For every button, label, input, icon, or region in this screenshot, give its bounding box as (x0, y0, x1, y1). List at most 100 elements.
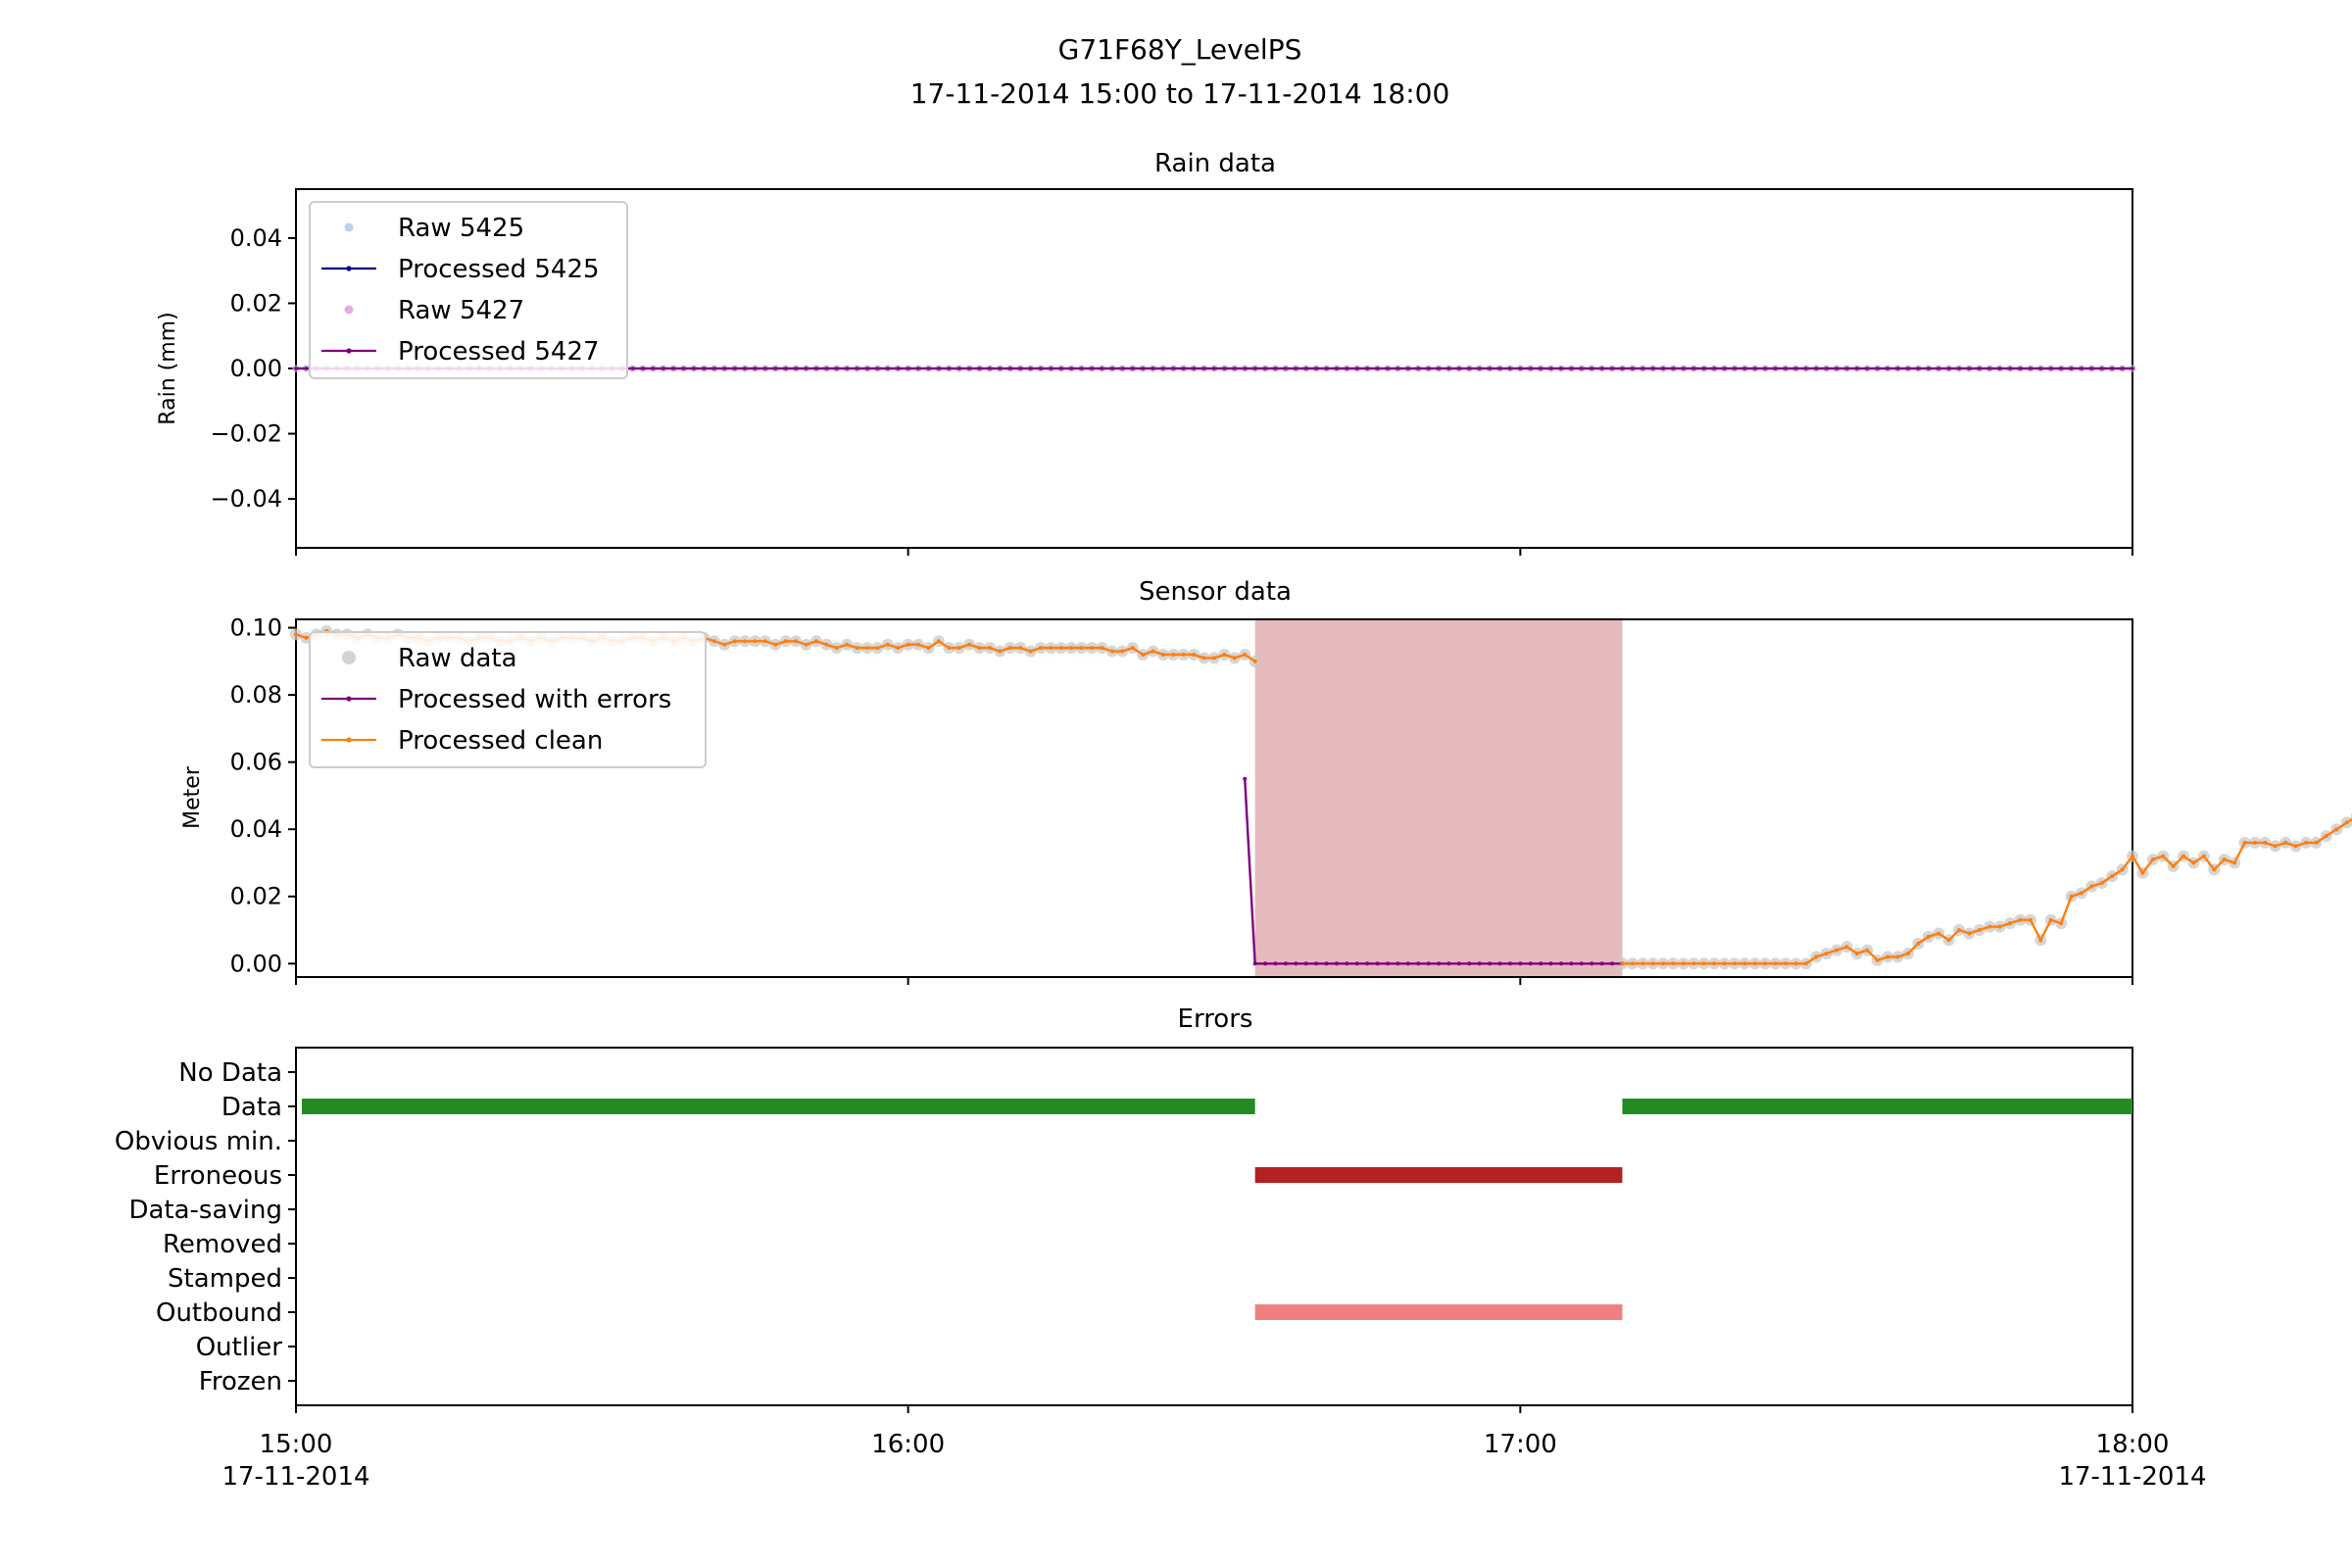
sensor-legend-marker (342, 651, 356, 664)
processed-clean-point (1018, 646, 1022, 650)
rain-point (1651, 367, 1655, 370)
rain-legend-marker (345, 306, 354, 315)
processed-with-errors-point (1396, 961, 1399, 965)
rain-point (2008, 367, 2012, 370)
rain-point (1825, 367, 1829, 370)
rain-point (1519, 367, 1523, 370)
rain-point (814, 367, 818, 370)
rain-point (2049, 367, 2053, 370)
error-interval-bar (1622, 1099, 2132, 1114)
processed-clean-point (1804, 961, 1808, 965)
processed-clean-point (1876, 958, 1880, 962)
rain-point (1998, 367, 2002, 370)
rain-point (1876, 367, 1880, 370)
processed-clean-point (1029, 650, 1033, 654)
x-axis-tick-labels: 15:0017-11-201416:00 17:00 18:0017-11-2014 (221, 1430, 2206, 1492)
processed-clean-point (733, 639, 737, 643)
rain-point (1059, 367, 1063, 370)
processed-clean-point (1947, 938, 1951, 942)
processed-clean-point (1059, 646, 1063, 650)
rain-point (1090, 367, 1094, 370)
sensor-legend-label: Processed with errors (398, 685, 671, 714)
processed-clean-point (1855, 952, 1859, 956)
sensor-ylabel: Meter (180, 765, 205, 829)
rain-legend-marker (345, 223, 354, 232)
processed-clean-point (916, 643, 920, 647)
rain-point (999, 367, 1003, 370)
processed-clean-point (784, 639, 788, 643)
processed-clean-point (978, 646, 982, 650)
rain-point (1284, 367, 1288, 370)
rain-point (1987, 367, 1991, 370)
rain-point (1355, 367, 1359, 370)
rain-point (1161, 367, 1165, 370)
processed-with-errors-point (1253, 961, 1257, 965)
rain-point (978, 367, 982, 370)
rain-point (856, 367, 859, 370)
processed-clean-point (957, 646, 961, 650)
rain-point (1110, 367, 1114, 370)
sensor-y-tick-label: 0.02 (230, 883, 282, 910)
rain-point (1539, 367, 1543, 370)
rain-point (1467, 367, 1471, 370)
processed-clean-point (1131, 646, 1135, 650)
rain-point (967, 367, 971, 370)
processed-with-errors-point (1263, 961, 1267, 965)
rain-point (1365, 367, 1369, 370)
rain-point (1549, 367, 1553, 370)
rain-point (1478, 367, 1482, 370)
rain-point (1978, 367, 1982, 370)
errors-category-label: Removed (163, 1230, 282, 1259)
rain-point (1212, 367, 1216, 370)
processed-clean-point (1784, 961, 1788, 965)
rain-point (1080, 367, 1084, 370)
processed-clean-point (1927, 935, 1931, 939)
rain-point (722, 367, 726, 370)
processed-clean-point (937, 639, 941, 643)
processed-clean-point (875, 646, 879, 650)
rain-point (1182, 367, 1186, 370)
processed-clean-point (1682, 961, 1686, 965)
rain-point (1131, 367, 1135, 370)
processed-clean-point (2304, 841, 2308, 845)
processed-with-errors-point (1345, 961, 1348, 965)
errors-category-label: No Data (178, 1058, 282, 1088)
processed-clean-point (1620, 961, 1624, 965)
processed-clean-point (2345, 820, 2349, 824)
processed-with-errors-point (1446, 961, 1450, 965)
processed-clean-point (1793, 961, 1797, 965)
rain-point (1039, 367, 1043, 370)
processed-with-errors-point (1498, 961, 1502, 965)
rain-point (1498, 367, 1502, 370)
errors-category-label: Frozen (199, 1367, 282, 1396)
rain-point (2059, 367, 2063, 370)
rain-point (927, 367, 931, 370)
processed-clean-point (2202, 855, 2206, 858)
processed-with-errors-point (1365, 961, 1369, 965)
rain-y-tick-label: 0.02 (230, 289, 282, 317)
rain-point (805, 367, 808, 370)
rain-point (1437, 367, 1441, 370)
rain-point (1784, 367, 1788, 370)
processed-clean-point (2080, 891, 2083, 895)
processed-clean-point (967, 643, 971, 647)
processed-with-errors-point (1518, 961, 1522, 965)
rain-point (1243, 367, 1247, 370)
processed-clean-point (1152, 650, 1155, 654)
rain-point (2039, 367, 2043, 370)
processed-clean-point (1742, 961, 1746, 965)
rain-point (845, 367, 849, 370)
rain-point (671, 367, 675, 370)
rain-point (1855, 367, 1859, 370)
errors-category-label: Outbound (156, 1298, 282, 1328)
rain-point (1223, 367, 1227, 370)
rain-point (1886, 367, 1889, 370)
processed-with-errors-point (1559, 961, 1563, 965)
processed-clean-point (743, 639, 747, 643)
rain-point (682, 367, 686, 370)
processed-clean-point (1039, 646, 1043, 650)
processed-clean-point (2274, 844, 2278, 848)
rain-point (1050, 367, 1054, 370)
processed-clean-point (886, 643, 890, 647)
processed-with-errors-point (1355, 961, 1359, 965)
